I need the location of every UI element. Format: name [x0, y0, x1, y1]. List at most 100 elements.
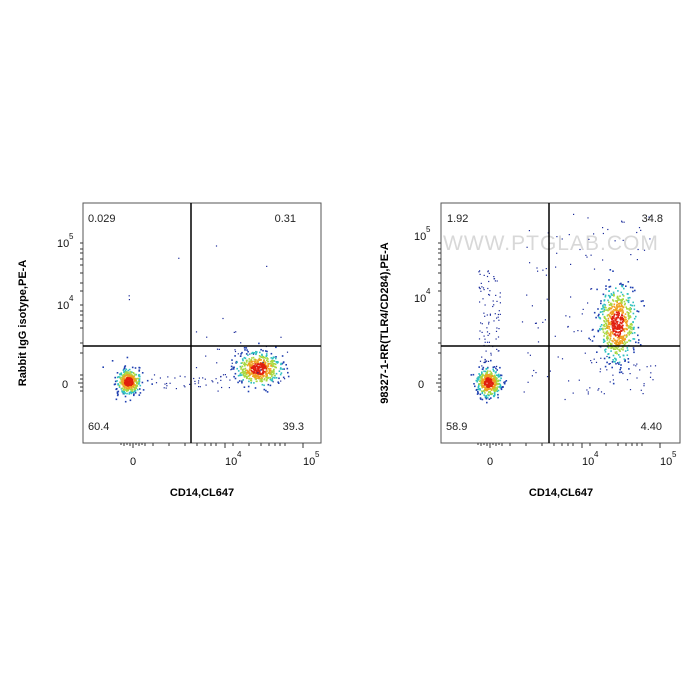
scatter-point — [612, 340, 614, 343]
scatter-point — [131, 366, 134, 369]
scatter-point — [616, 326, 619, 328]
scatter-point — [632, 321, 634, 323]
scatter-point — [123, 373, 126, 375]
scatter-point — [260, 369, 262, 371]
scatter-point — [620, 299, 623, 302]
scatter-point — [609, 381, 611, 383]
scatter-point — [622, 354, 625, 357]
scatter-point — [650, 372, 652, 374]
scatter-point — [270, 373, 272, 376]
scatter-point — [609, 333, 612, 336]
scatter-point — [542, 321, 544, 323]
scatter-point — [607, 294, 610, 297]
scatter-point — [606, 369, 608, 371]
scatter-point — [246, 364, 249, 367]
scatter-point — [280, 362, 282, 365]
scatter-point — [240, 362, 243, 364]
scatter-point — [599, 328, 601, 330]
scatter-point — [623, 330, 626, 333]
scatter-point — [612, 322, 615, 325]
scatter-point — [483, 289, 485, 291]
scatter-point — [607, 321, 610, 324]
scatter-point — [639, 369, 641, 371]
scatter-point — [602, 310, 604, 313]
scatter-point — [124, 379, 127, 382]
scatter-point — [609, 333, 611, 336]
scatter-point — [274, 366, 276, 368]
scatter-point — [612, 328, 614, 331]
scatter-point — [195, 331, 198, 333]
scatter-point — [621, 317, 623, 319]
scatter-point — [616, 320, 619, 323]
scatter-point — [606, 361, 608, 364]
scatter-point — [470, 374, 473, 376]
scatter-point — [258, 375, 260, 378]
scatter-point — [610, 321, 612, 323]
scatter-point — [489, 385, 491, 387]
scatter-point — [243, 361, 246, 364]
y-axis-label-right: 98327-1-RR(TLR4/CD284),PE-A — [379, 242, 391, 403]
scatter-point — [267, 367, 270, 370]
scatter-point — [612, 300, 615, 302]
scatter-point — [264, 357, 267, 359]
scatter-point — [614, 352, 617, 354]
scatter-point — [492, 379, 494, 382]
scatter-point — [275, 356, 277, 358]
scatter-point — [254, 366, 256, 368]
scatter-point — [242, 370, 244, 372]
scatter-point — [612, 317, 614, 319]
scatter-point — [637, 248, 639, 251]
svg-text:10: 10 — [225, 456, 237, 468]
scatter-point — [263, 388, 266, 391]
scatter-point — [496, 382, 499, 385]
scatter-point — [618, 324, 620, 326]
scatter-point — [134, 378, 137, 380]
scatter-point — [608, 308, 611, 311]
scatter-point — [497, 336, 500, 338]
scatter-point — [245, 375, 248, 378]
scatter-point — [609, 269, 612, 271]
scatter-point — [253, 382, 255, 384]
scatter-point — [267, 358, 269, 360]
scatter-point — [617, 341, 620, 344]
scatter-point — [615, 318, 618, 320]
scatter-point — [479, 270, 481, 272]
scatter-point — [486, 375, 489, 378]
scatter-point — [169, 382, 171, 384]
scatter-point — [122, 388, 125, 391]
scatter-point — [484, 381, 486, 384]
scatter-point — [485, 380, 488, 383]
scatter-point — [266, 357, 268, 359]
scatter-point — [620, 340, 622, 342]
scatter-point — [615, 342, 617, 345]
scatter-point — [622, 318, 624, 320]
scatter-point — [601, 328, 603, 330]
scatter-point — [487, 271, 489, 273]
scatter-point — [624, 350, 627, 352]
scatter-point — [246, 377, 249, 379]
scatter-point — [490, 374, 493, 376]
scatter-point — [614, 322, 616, 325]
scatter-point — [261, 373, 263, 375]
scatter-point — [138, 383, 140, 385]
scatter-point — [499, 385, 502, 387]
scatter-point — [616, 328, 618, 330]
scatter-point — [621, 318, 624, 321]
scatter-point — [628, 339, 630, 342]
scatter-point — [617, 311, 620, 313]
scatter-point — [527, 381, 529, 383]
scatter-point — [277, 382, 280, 384]
scatter-point — [237, 381, 239, 384]
scatter-point — [481, 323, 483, 325]
scatter-point — [521, 321, 524, 323]
scatter-point — [605, 322, 607, 325]
quadrant-lower-left-right: 58.9 — [446, 421, 467, 433]
scatter-point — [635, 365, 637, 367]
scatter-point — [489, 392, 492, 394]
scatter-point — [608, 363, 610, 365]
scatter-point — [256, 362, 258, 364]
scatter-point — [650, 365, 652, 367]
scatter-point — [605, 285, 607, 287]
scatter-point — [257, 372, 259, 374]
scatter-point — [482, 380, 485, 383]
